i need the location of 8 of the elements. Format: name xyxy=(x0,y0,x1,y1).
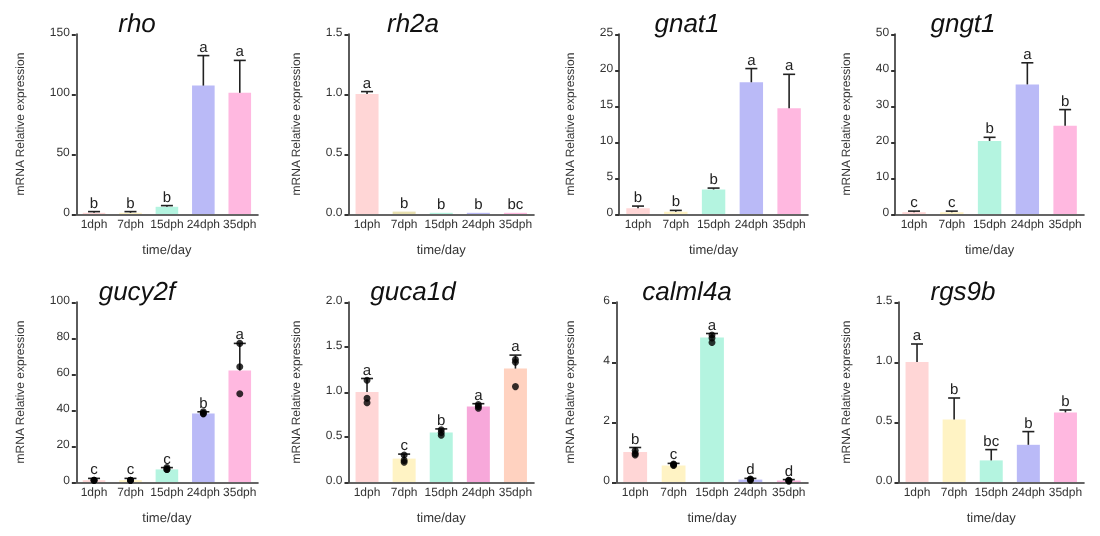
chart-title: gnat1 xyxy=(654,8,720,38)
chart-title: calml4a xyxy=(642,276,732,306)
chart-title: rgs9b xyxy=(929,276,995,306)
chart-title: gucy2f xyxy=(98,276,179,306)
chart-title: rh2a xyxy=(385,8,439,38)
chart-title: guca1d xyxy=(369,276,457,306)
chart-title: gngt1 xyxy=(929,8,995,38)
chart-title: rho xyxy=(118,8,156,38)
